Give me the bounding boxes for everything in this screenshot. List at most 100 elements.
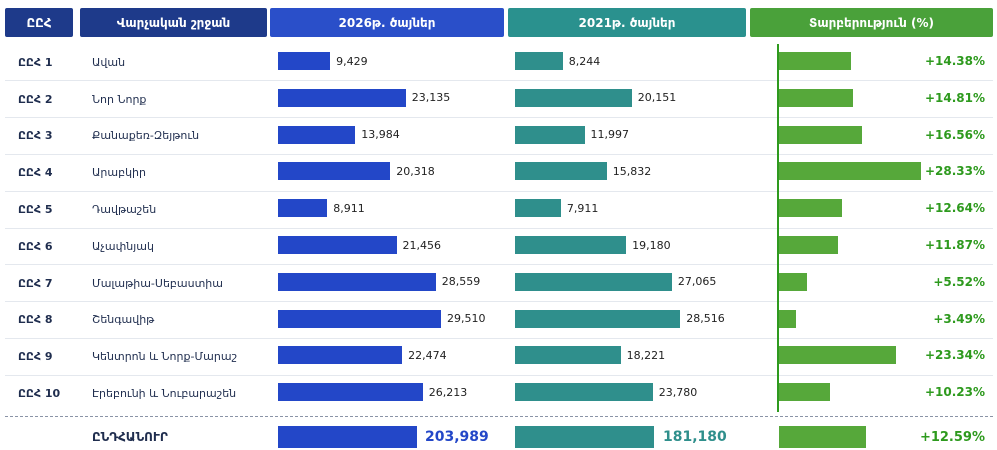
- bar-difference: [779, 309, 797, 328]
- bar-difference: [779, 383, 831, 402]
- value-2021: 7,911: [566, 201, 599, 215]
- total-label: ԸՆԴՀԱՆՈՒՐ: [92, 430, 168, 444]
- value-2026: 21,456: [402, 238, 442, 252]
- value-2021: 18,221: [626, 348, 666, 362]
- row-divider: [5, 374, 993, 376]
- bar-2021: [515, 383, 653, 402]
- row-divider: [5, 301, 993, 303]
- value-2026: 8,911: [333, 201, 365, 215]
- value-difference: +12.64%: [924, 201, 985, 216]
- district-name: Ավան: [92, 55, 126, 69]
- bar-difference: [779, 162, 921, 181]
- bar-2026: [278, 52, 331, 70]
- value-2026: 13,984: [361, 128, 400, 142]
- bar-2021: [515, 125, 585, 144]
- bar-2026: [278, 236, 397, 254]
- header-district: Վարչական շրջան: [80, 8, 267, 37]
- row-divider: [5, 117, 993, 119]
- header-difference: Տարբերություն (%): [750, 8, 993, 37]
- header-id: ԸԸՀ: [5, 8, 73, 37]
- district-name: Կենտրոն և Նորք-Մարաշ: [92, 350, 238, 364]
- bar-difference: [779, 272, 807, 291]
- value-2021: 28,516: [686, 312, 725, 326]
- bar-difference: [779, 52, 852, 70]
- value-2026: 26,213: [428, 385, 468, 399]
- bar-2026: [278, 199, 328, 218]
- bar-difference: [779, 125, 862, 144]
- bar-difference: [779, 236, 839, 254]
- bar-difference: [779, 346, 896, 365]
- header-2021-votes: 2021թ. ծայներ: [508, 8, 746, 37]
- value-difference: +11.87%: [924, 238, 985, 252]
- value-2026: 22,474: [408, 348, 447, 362]
- total-bar-2021: [515, 426, 654, 448]
- header-2026-votes: 2026թ. ծայներ: [270, 8, 504, 37]
- value-difference: +5.52%: [933, 274, 985, 289]
- value-2021: 19,180: [632, 238, 671, 252]
- value-2026: 20,318: [396, 164, 435, 178]
- bar-2021: [515, 272, 672, 291]
- district-name: Նոր Նորք: [92, 92, 147, 106]
- bar-difference: [779, 199, 843, 218]
- district-name: Արաբկիր: [92, 166, 147, 180]
- value-2026: 9,429: [336, 54, 368, 68]
- bar-difference: [779, 88, 854, 107]
- bar-2026: [278, 125, 356, 144]
- district-name: Մալաթիա-Սեբաստիա: [92, 276, 223, 290]
- total-bar-difference: [779, 426, 866, 448]
- row-divider: [5, 80, 993, 82]
- value-difference: +28.33%: [924, 164, 985, 179]
- bar-2026: [278, 272, 436, 291]
- bar-2021: [515, 236, 627, 254]
- row-divider: [5, 264, 993, 266]
- row-divider: [5, 227, 993, 229]
- district-id: ԸԸՀ 7: [18, 276, 53, 290]
- bar-2026: [278, 346, 403, 365]
- value-2026: 28,559: [441, 275, 481, 289]
- district-id: ԸԸՀ 5: [18, 203, 53, 217]
- district-id: ԸԸՀ 8: [18, 313, 53, 327]
- bar-2021: [515, 88, 632, 107]
- value-2021: 27,065: [677, 275, 717, 289]
- value-2026: 23,135: [411, 91, 451, 105]
- district-id: ԸԸՀ 1: [18, 55, 53, 69]
- total-value-2026: 203,989: [425, 429, 489, 445]
- district-id: ԸԸՀ 4: [18, 166, 53, 180]
- district-id: ԸԸՀ 2: [18, 92, 53, 106]
- total-divider: [5, 416, 993, 417]
- district-id: ԸԸՀ 3: [18, 129, 53, 143]
- bar-2021: [515, 52, 563, 70]
- district-name: Էրեբունի և Նուբարաշեն: [92, 387, 237, 401]
- value-2026: 29,510: [447, 312, 486, 326]
- bar-2021: [515, 346, 621, 365]
- bar-2021: [515, 162, 607, 181]
- district-name: Շենգավիթ: [92, 313, 155, 327]
- value-difference: +23.34%: [924, 348, 985, 363]
- total-value-difference: +12.59%: [919, 429, 985, 445]
- value-difference: +14.81%: [924, 90, 985, 105]
- district-id: ԸԸՀ 6: [18, 239, 53, 253]
- row-divider: [5, 153, 993, 155]
- value-2021: 15,832: [612, 164, 652, 178]
- total-value-2021: 181,180: [663, 429, 727, 445]
- district-name: Քանաքեռ-Զեյթուն: [92, 129, 200, 143]
- bar-2021: [515, 309, 681, 328]
- bar-2021: [515, 199, 561, 218]
- bar-2026: [278, 383, 423, 402]
- value-difference: +16.56%: [924, 127, 985, 142]
- value-difference: +10.23%: [924, 385, 985, 400]
- value-difference: +14.38%: [924, 54, 985, 68]
- value-2021: 11,997: [590, 128, 630, 142]
- row-divider: [5, 190, 993, 192]
- district-name: Դավթաշեն: [92, 203, 157, 217]
- value-2021: 23,780: [658, 385, 698, 399]
- total-bar-2026: [278, 426, 417, 448]
- difference-axis: [777, 44, 779, 412]
- bar-2026: [278, 309, 441, 328]
- bar-2026: [278, 162, 391, 181]
- value-difference: +3.49%: [933, 311, 985, 326]
- value-2021: 8,244: [568, 54, 601, 68]
- district-id: ԸԸՀ 9: [18, 350, 53, 364]
- district-id: ԸԸՀ 10: [18, 387, 61, 401]
- value-2021: 20,151: [637, 91, 677, 105]
